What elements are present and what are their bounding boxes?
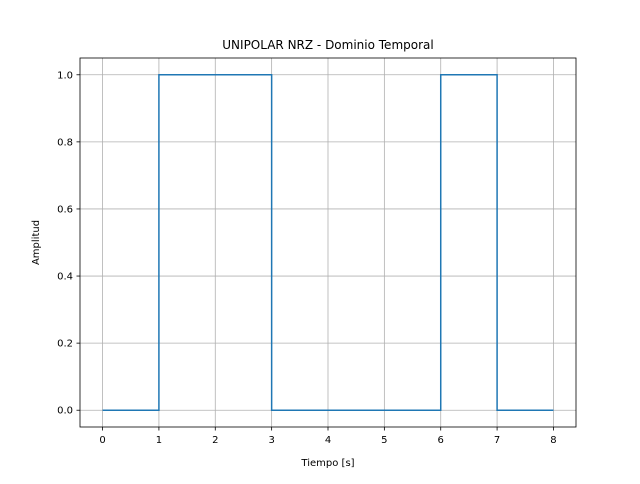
x-tick-label: 7 — [494, 435, 500, 446]
x-axis-ticks: 0 1 2 3 4 5 6 7 8 — [99, 427, 557, 446]
y-axis-ticks: 0.0 0.2 0.4 0.6 0.8 1.0 — [57, 70, 80, 417]
x-tick-label: 4 — [325, 435, 331, 446]
x-tick-label: 3 — [268, 435, 274, 446]
x-tick-label: 5 — [381, 435, 387, 446]
x-tick-label: 8 — [550, 435, 556, 446]
series-line-signal — [102, 74, 554, 411]
y-tick-label: 0.2 — [57, 339, 73, 350]
y-axis-label: Amplitud — [31, 220, 42, 265]
series-layer — [102, 74, 554, 411]
x-tick-label: 1 — [156, 435, 162, 446]
y-tick-label: 0.4 — [57, 272, 73, 283]
x-tick-label: 6 — [438, 435, 444, 446]
y-tick-label: 0.0 — [57, 406, 73, 417]
y-tick-label: 0.8 — [57, 137, 73, 148]
y-tick-label: 0.6 — [57, 204, 73, 215]
x-tick-label: 2 — [212, 435, 218, 446]
grid-lines — [80, 58, 576, 427]
x-tick-label: 0 — [99, 435, 105, 446]
y-tick-label: 1.0 — [57, 70, 73, 81]
x-axis-label: Tiempo [s] — [300, 458, 354, 469]
chart-title: UNIPOLAR NRZ - Dominio Temporal — [222, 38, 433, 52]
